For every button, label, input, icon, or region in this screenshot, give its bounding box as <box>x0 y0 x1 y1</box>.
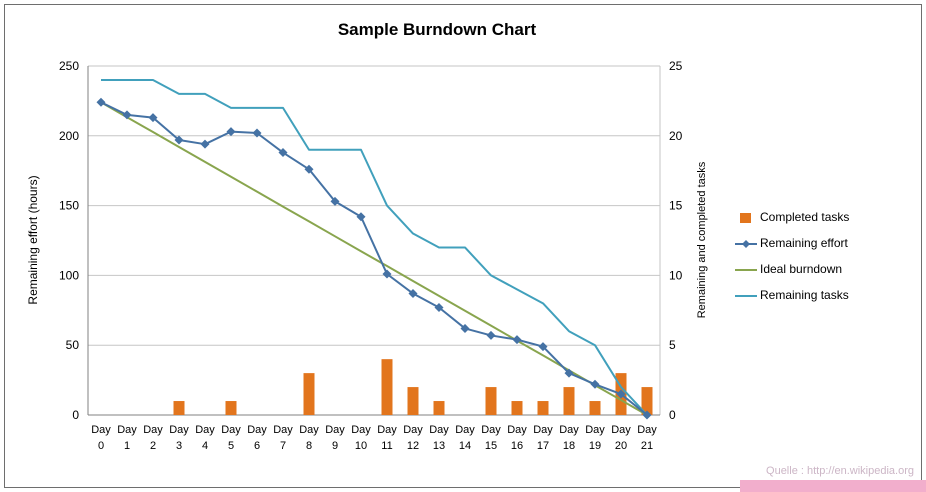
x-axis-label: Day 16 <box>507 424 527 452</box>
diamond-marker <box>564 368 574 378</box>
bar-day-16 <box>511 401 523 415</box>
diamond-marker <box>200 139 210 149</box>
line-ideal-burndown <box>100 101 648 416</box>
diamond-marker <box>148 113 158 123</box>
diamond-marker <box>538 342 548 352</box>
left-axis-tick: 100 <box>59 268 79 282</box>
left-axis-tick: 0 <box>72 408 79 422</box>
right-axis-tick: 15 <box>669 199 683 213</box>
bar-day-19 <box>589 401 601 415</box>
bar-day-11 <box>381 359 393 415</box>
legend-swatch-icon <box>740 212 751 223</box>
diamond-marker <box>304 164 314 174</box>
diamond-marker <box>226 127 236 137</box>
left-axis-tick: 250 <box>59 59 79 73</box>
x-axis-label: Day 13 <box>429 424 449 452</box>
diamond-marker <box>252 128 262 138</box>
x-axis-label: Day 19 <box>585 424 605 452</box>
x-axis-label: Day 0 <box>91 424 111 452</box>
x-axis-label: Day 20 <box>611 424 631 452</box>
x-axis-label: Day 8 <box>299 424 319 452</box>
bar-day-12 <box>407 387 419 415</box>
bar-day-13 <box>433 401 445 415</box>
line-remaining-tasks <box>101 78 648 416</box>
diamond-marker <box>174 135 184 145</box>
diamond-marker <box>96 97 106 107</box>
x-axis-label: Day 14 <box>455 424 475 452</box>
x-axis-label: Day 11 <box>377 424 397 452</box>
bar-day-5 <box>225 401 237 415</box>
x-axis-label: Day 5 <box>221 424 241 452</box>
diamond-marker <box>642 410 652 420</box>
legend-item-remaining-effort: Remaining effort <box>735 237 849 250</box>
x-axis-label: Day 17 <box>533 424 553 452</box>
chart-title: Sample Burndown Chart <box>337 20 537 39</box>
legend-label: Ideal burndown <box>760 262 843 276</box>
legend-label: Remaining tasks <box>760 288 849 302</box>
diamond-marker <box>486 330 496 340</box>
bar-day-18 <box>563 387 575 415</box>
x-axis-label: Day 18 <box>559 424 579 452</box>
diamond-marker <box>590 379 600 389</box>
right-axis-tick: 25 <box>669 59 683 73</box>
legend-swatch-icon <box>735 294 757 297</box>
legend: Completed tasks Remaining effort Ideal bur… <box>735 211 849 302</box>
bar-day-15 <box>485 387 497 415</box>
legend-item-remaining-tasks: Remaining tasks <box>735 289 849 302</box>
diamond-marker <box>616 389 626 399</box>
x-axis-label: Day 2 <box>143 424 163 452</box>
bar-day-3 <box>173 401 185 415</box>
diamond-marker <box>278 148 288 158</box>
watermark-strip <box>740 480 926 492</box>
x-axis-label: Day 10 <box>351 424 371 452</box>
legend-label: Completed tasks <box>760 210 850 224</box>
bar-day-17 <box>537 401 549 415</box>
diamond-marker <box>434 303 444 313</box>
x-axis-label: Day 21 <box>637 424 657 452</box>
x-axis-label: Day 15 <box>481 424 501 452</box>
right-axis-tick: 5 <box>669 338 676 352</box>
diamond-marker <box>382 269 392 279</box>
diamond-marker <box>356 212 366 222</box>
x-axis-label: Day 7 <box>273 424 293 452</box>
line-remaining-effort <box>100 101 648 416</box>
diamond-marker <box>330 196 340 206</box>
source-note: Quelle : http://en.wikipedia.org <box>766 465 914 477</box>
bar-day-8 <box>303 373 315 415</box>
legend-label: Remaining effort <box>760 236 848 250</box>
diamond-marker <box>460 323 470 333</box>
left-axis-tick: 50 <box>66 338 80 352</box>
diamond-marker <box>408 289 418 299</box>
x-axis-label: Day 1 <box>117 424 137 452</box>
legend-item-completed-tasks: Completed tasks <box>735 211 849 224</box>
bar-day-21 <box>641 387 653 415</box>
x-axis-label: Day 6 <box>247 424 267 452</box>
x-axis-label: Day 9 <box>325 424 345 452</box>
right-axis-tick: 20 <box>669 129 683 143</box>
diamond-marker <box>122 110 132 120</box>
diamond-marker <box>512 335 522 345</box>
legend-swatch-icon <box>735 268 757 271</box>
right-axis-tick: 0 <box>669 408 676 422</box>
left-axis-tick: 200 <box>59 129 79 143</box>
x-axis-label: Day 3 <box>169 424 189 452</box>
x-axis-label: Day 4 <box>195 424 215 452</box>
legend-item-ideal-burndown: Ideal burndown <box>735 263 849 276</box>
left-axis-tick: 150 <box>59 199 79 213</box>
right-axis-tick: 10 <box>669 268 683 282</box>
legend-swatch-icon <box>735 239 757 248</box>
x-axis-label: Day 12 <box>403 424 423 452</box>
